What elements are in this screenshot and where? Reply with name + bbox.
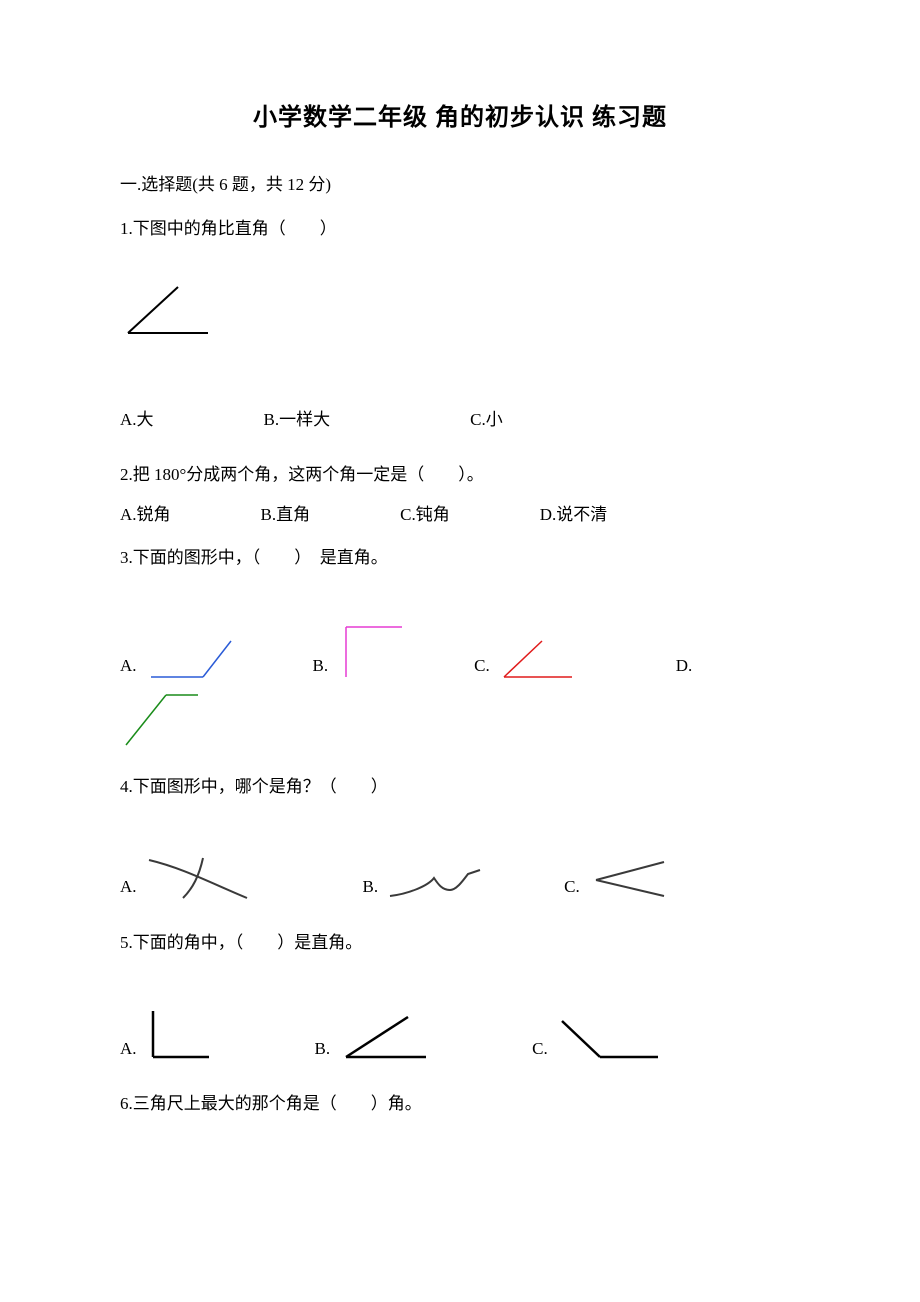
q3-figD: [120, 689, 200, 747]
q1-angle-svg: [120, 281, 210, 337]
q2-opt-b: B.直角: [261, 502, 311, 528]
q4-text: 4.下面图形中，哪个是角？（ ）: [120, 774, 800, 800]
q3-figB: [334, 621, 404, 679]
q3-opt-a-label: A.: [120, 653, 137, 679]
q5-opt-c: C.: [532, 1013, 664, 1061]
q2-text: 2.把 180°分成两个角，这两个角一定是（ ）。: [120, 462, 800, 488]
q4-opt-c: C.: [564, 856, 672, 900]
q3-text: 3.下面的图形中，（ ） 是直角。: [120, 545, 800, 571]
q3-figA: [143, 633, 233, 679]
q4-opt-b: B.: [363, 860, 485, 900]
q1-options: A.大 B.一样大 C.小: [120, 407, 800, 433]
q3-opt-b: B.: [313, 621, 405, 679]
q2-options: A.锐角 B.直角 C.钝角 D.说不清: [120, 502, 800, 528]
question-2: 2.把 180°分成两个角，这两个角一定是（ ）。 A.锐角 B.直角 C.钝角…: [120, 462, 800, 527]
q5-figA: [143, 1005, 215, 1061]
q2-opt-c: C.钝角: [400, 502, 450, 528]
question-6: 6.三角尺上最大的那个角是（ ）角。: [120, 1091, 800, 1117]
q1-opt-b: B.一样大: [264, 407, 331, 433]
q3-options-row1: A. B. C. D.: [120, 621, 800, 679]
q4-figC: [586, 856, 672, 900]
q3-opt-d: D.: [676, 653, 699, 679]
question-1: 1.下图中的角比直角（ ） A.大 B.一样大 C.小: [120, 216, 800, 433]
question-3: 3.下面的图形中，（ ） 是直角。 A. B. C.: [120, 545, 800, 754]
q4-opt-b-label: B.: [363, 874, 379, 900]
q3-opt-d-label: D.: [676, 653, 693, 679]
q2-opt-a: A.锐角: [120, 502, 171, 528]
q4-opt-a-label: A.: [120, 874, 137, 900]
page-title: 小学数学二年级 角的初步认识 练习题: [120, 100, 800, 136]
q4-opt-c-label: C.: [564, 874, 580, 900]
q2-opt-d: D.说不清: [540, 502, 608, 528]
q5-figB: [336, 1009, 432, 1061]
question-4: 4.下面图形中，哪个是角？（ ） A. B. C.: [120, 774, 800, 900]
q5-opt-a: A.: [120, 1005, 215, 1061]
question-5: 5.下面的角中，（ ）是直角。 A. B. C.: [120, 930, 800, 1062]
q3-opt-a: A.: [120, 633, 233, 679]
q4-figB: [384, 860, 484, 900]
q1-opt-c: C.小: [470, 407, 503, 433]
q5-opt-a-label: A.: [120, 1036, 137, 1062]
q5-options: A. B. C.: [120, 1005, 800, 1061]
q5-opt-b-label: B.: [315, 1036, 331, 1062]
q3-opt-c-label: C.: [474, 653, 490, 679]
q3-opt-b-label: B.: [313, 653, 329, 679]
q1-ray1: [128, 287, 178, 333]
q4-opt-a: A.: [120, 850, 263, 900]
q5-opt-c-label: C.: [532, 1036, 548, 1062]
q4-options: A. B. C.: [120, 850, 800, 900]
q6-text: 6.三角尺上最大的那个角是（ ）角。: [120, 1091, 800, 1117]
q3-opt-c: C.: [474, 635, 576, 679]
q1-figure: [120, 281, 210, 345]
q3-figC: [496, 635, 576, 679]
q1-text: 1.下图中的角比直角（ ）: [120, 216, 800, 242]
q5-text: 5.下面的角中，（ ）是直角。: [120, 930, 800, 956]
q4-figA: [143, 850, 263, 900]
section-header: 一.选择题(共 6 题，共 12 分): [120, 172, 800, 198]
q3-figD-row: [120, 689, 800, 755]
q5-opt-b: B.: [315, 1009, 433, 1061]
q1-opt-a: A.大: [120, 407, 154, 433]
q5-figC: [554, 1013, 664, 1061]
